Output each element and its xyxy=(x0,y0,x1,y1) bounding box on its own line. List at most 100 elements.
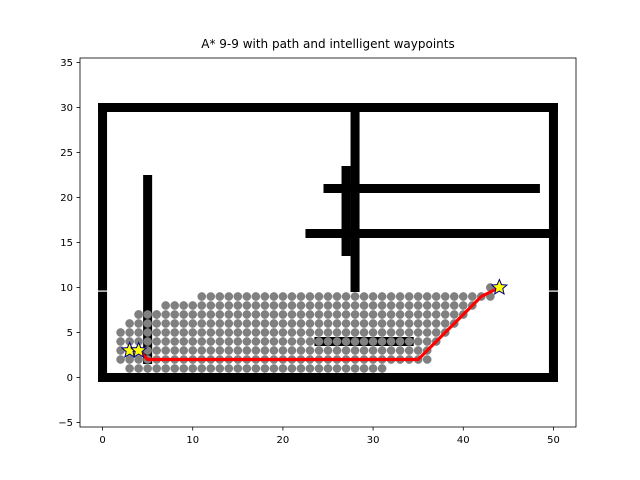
explored-node xyxy=(404,292,414,301)
explored-node xyxy=(134,355,143,364)
explored-node xyxy=(413,346,423,355)
explored-node xyxy=(386,337,396,346)
explored-node xyxy=(206,301,216,310)
explored-node xyxy=(377,328,387,337)
explored-node xyxy=(404,301,414,310)
explored-node xyxy=(350,364,360,373)
explored-node xyxy=(395,301,405,310)
explored-node xyxy=(287,337,297,346)
explored-node xyxy=(197,319,207,328)
explored-node xyxy=(215,310,225,319)
explored-node xyxy=(143,319,152,328)
explored-node xyxy=(215,364,225,373)
explored-node xyxy=(386,328,396,337)
explored-node xyxy=(134,364,143,373)
explored-node xyxy=(188,319,198,328)
explored-node xyxy=(170,346,180,355)
explored-node xyxy=(170,310,180,319)
explored-node xyxy=(341,292,351,301)
explored-node xyxy=(359,346,369,355)
explored-node xyxy=(224,292,234,301)
explored-node xyxy=(152,310,161,319)
explored-node xyxy=(224,337,234,346)
explored-node xyxy=(215,301,225,310)
explored-node xyxy=(125,364,134,373)
explored-node xyxy=(305,346,315,355)
explored-node xyxy=(341,319,351,328)
explored-node xyxy=(350,319,360,328)
explored-node xyxy=(125,328,134,337)
explored-node xyxy=(422,301,432,310)
explored-node xyxy=(341,328,351,337)
explored-node xyxy=(422,337,432,346)
explored-node xyxy=(404,346,414,355)
explored-node xyxy=(287,292,297,301)
explored-node xyxy=(197,292,207,301)
explored-node xyxy=(197,364,207,373)
x-tick-label: 0 xyxy=(99,435,105,446)
explored-node xyxy=(152,319,161,328)
explored-node xyxy=(179,337,189,346)
explored-node xyxy=(170,328,180,337)
explored-node xyxy=(215,292,225,301)
explored-node xyxy=(350,328,360,337)
explored-node xyxy=(413,337,423,346)
explored-node xyxy=(287,346,297,355)
explored-node xyxy=(179,319,189,328)
explored-node xyxy=(260,364,270,373)
explored-node xyxy=(404,319,414,328)
explored-node xyxy=(422,292,432,301)
explored-node xyxy=(251,301,261,310)
explored-node xyxy=(323,364,333,373)
explored-node xyxy=(143,310,152,319)
explored-node xyxy=(323,310,333,319)
explored-node xyxy=(386,346,396,355)
waypoint-layer xyxy=(120,278,509,359)
explored-node xyxy=(179,310,189,319)
explored-node xyxy=(287,328,297,337)
explored-node xyxy=(296,346,306,355)
explored-node xyxy=(422,319,432,328)
explored-node xyxy=(413,328,423,337)
y-tick-label: 15 xyxy=(60,238,73,249)
explored-node xyxy=(404,328,414,337)
explored-node xyxy=(161,301,171,310)
explored-node xyxy=(404,310,414,319)
explored-node xyxy=(377,301,387,310)
y-tick-label: 0 xyxy=(67,373,73,384)
explored-node xyxy=(449,301,459,310)
explored-node xyxy=(368,337,378,346)
x-tick-label: 30 xyxy=(367,435,380,446)
explored-node xyxy=(467,292,477,301)
explored-node xyxy=(386,319,396,328)
explored-node xyxy=(278,346,288,355)
explored-node xyxy=(260,346,270,355)
explored-node xyxy=(422,310,432,319)
explored-node xyxy=(206,346,216,355)
explored-node xyxy=(314,346,324,355)
explored-node xyxy=(305,337,315,346)
explored-node xyxy=(287,310,297,319)
explored-node xyxy=(215,319,225,328)
explored-node xyxy=(251,337,261,346)
explored-node xyxy=(332,337,342,346)
explored-node xyxy=(197,337,207,346)
explored-node xyxy=(458,301,468,310)
explored-node xyxy=(332,364,342,373)
explored-node xyxy=(188,337,198,346)
explored-node xyxy=(206,328,216,337)
explored-node xyxy=(413,301,423,310)
explored-node xyxy=(377,310,387,319)
explored-node xyxy=(422,355,432,364)
explored-node xyxy=(242,337,252,346)
explored-node xyxy=(125,355,134,364)
explored-node xyxy=(260,301,270,310)
explored-node xyxy=(314,328,324,337)
explored-node xyxy=(440,310,450,319)
explored-node xyxy=(287,301,297,310)
explored-node xyxy=(350,337,360,346)
y-tick-label: −5 xyxy=(58,418,73,429)
explored-node xyxy=(242,310,252,319)
explored-node xyxy=(314,310,324,319)
